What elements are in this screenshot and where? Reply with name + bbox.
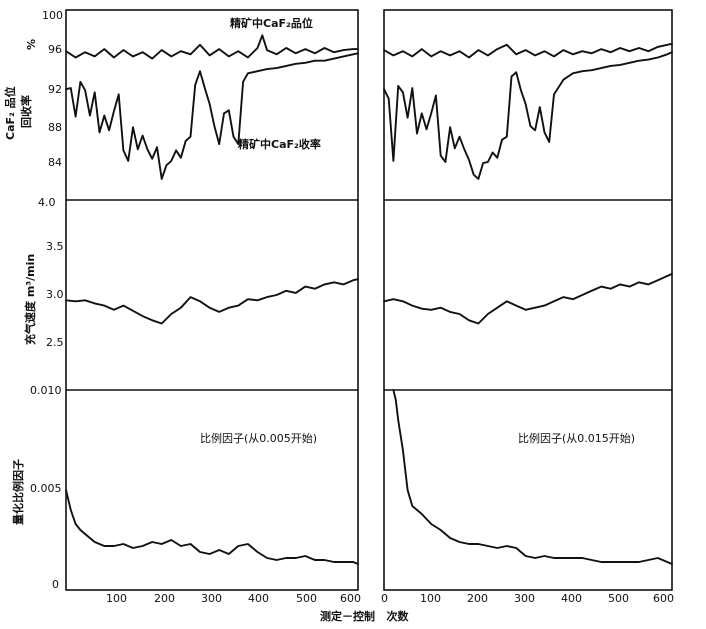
series-line-bottom-right-0 (392, 389, 673, 565)
ytick-top-88: 88 (48, 121, 62, 134)
xtick-left-600: 600 (340, 592, 361, 605)
x-axis-caption: 测定－控制 次数 (320, 609, 409, 623)
ylabel-top-recovery: 回收率 (19, 95, 33, 128)
series-line-top-left-1 (65, 52, 359, 180)
ytick-top-84: 84 (48, 156, 62, 169)
ytick-top-96: 96 (48, 43, 62, 56)
xtick-left-400: 400 (248, 592, 269, 605)
annotation-factor-left: 比例因子(从0.005开始) (200, 431, 317, 445)
ytick-bot-0.005: 0.005 (30, 482, 62, 495)
ytick-mid-2.5: 2.5 (46, 336, 64, 349)
left-column-frame (65, 9, 359, 591)
annotation-recovery: 精矿中CaF₂收率 (238, 137, 321, 151)
ytick-mid-4.0: 4.0 (38, 196, 56, 209)
annotation-grade: 精矿中CaF₂品位 (230, 16, 313, 30)
ytick-top-92: 92 (48, 83, 62, 96)
xtick-left-500: 500 (296, 592, 317, 605)
ytick-mid-3.5: 3.5 (46, 240, 64, 253)
ylabel-mid: 充气速度 m³/min (23, 254, 37, 345)
xtick-left-300: 300 (201, 592, 222, 605)
series-line-top-left-0 (65, 34, 359, 60)
right-column-frame (383, 9, 673, 591)
ylabel-top-unit: % (25, 39, 38, 50)
ytick-top-100: 100 (42, 9, 63, 22)
xtick-right-500: 500 (608, 592, 629, 605)
series-layer (65, 34, 673, 565)
ytick-bot-0.010: 0.010 (30, 384, 62, 397)
series-line-bottom-left-0 (65, 489, 359, 565)
left-panel-border (65, 9, 359, 591)
xtick-right-600: 600 (653, 592, 674, 605)
ytick-mid-3.0: 3.0 (46, 288, 64, 301)
series-line-middle-right-0 (383, 272, 673, 325)
ytick-bot-0: 0 (52, 578, 59, 591)
xtick-right-0: 0 (381, 592, 388, 605)
series-line-middle-left-0 (65, 278, 359, 325)
series-line-top-right-0 (383, 42, 673, 59)
xtick-left-200: 200 (154, 592, 175, 605)
xtick-right-300: 300 (514, 592, 535, 605)
series-line-top-right-1 (383, 51, 673, 180)
annotation-factor-right: 比例因子(从0.015开始) (518, 431, 635, 445)
xtick-right-400: 400 (561, 592, 582, 605)
xtick-right-200: 200 (467, 592, 488, 605)
xtick-left-100: 100 (106, 592, 127, 605)
ylabel-bottom: 量化比例因子 (11, 459, 25, 525)
ylabel-top-grade: CaF₂ 品位 (3, 86, 17, 140)
right-panel-border (383, 9, 673, 591)
xtick-right-100: 100 (420, 592, 441, 605)
